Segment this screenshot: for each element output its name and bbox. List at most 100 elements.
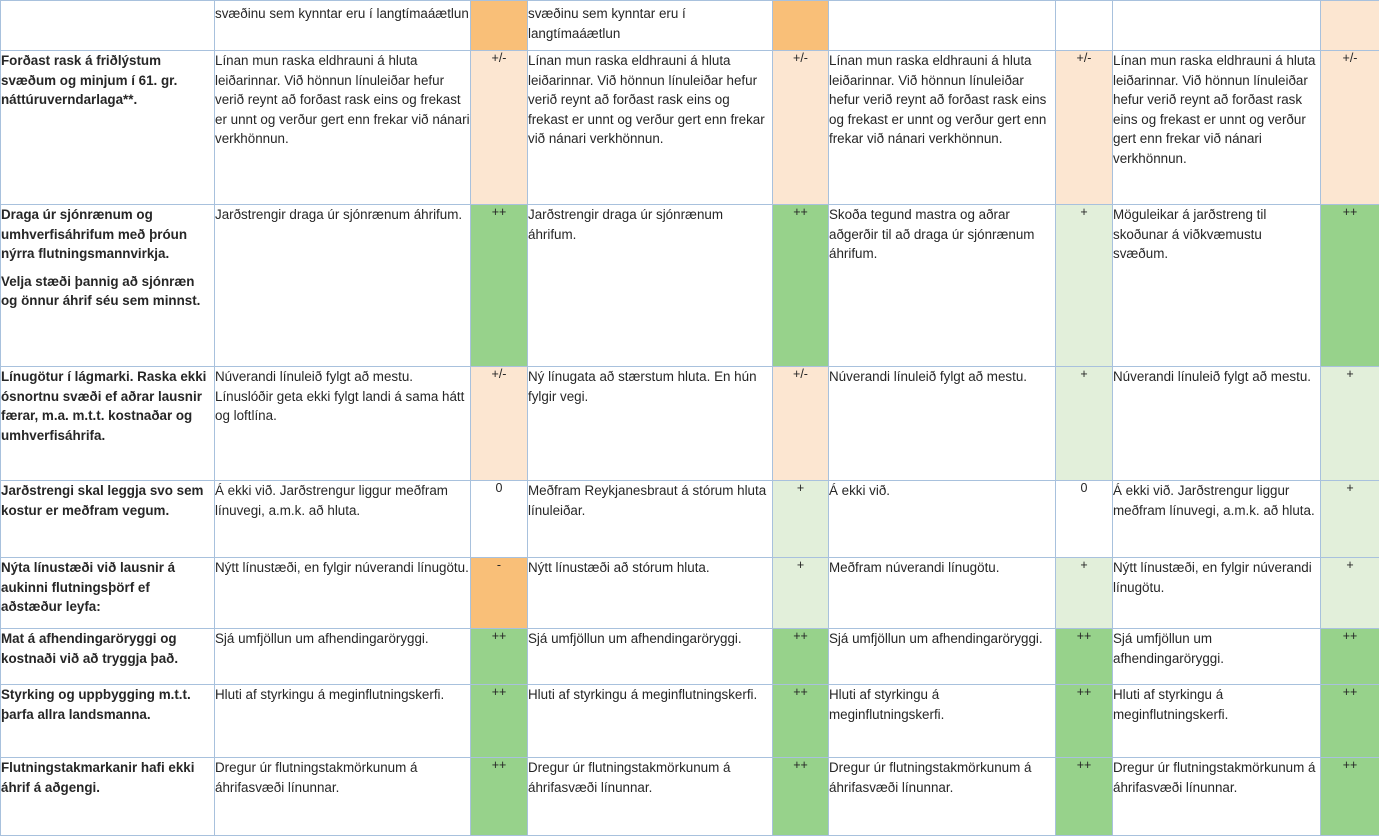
table-row: Línugötur í lágmarki. Raska ekki ósnortn… xyxy=(1,367,1379,481)
option-3-description: Á ekki við. xyxy=(829,481,1056,558)
option-3-description: Meðfram núverandi línugötu. xyxy=(829,558,1056,629)
option-2-description: Ný línugata að stærstum hluta. En hún fy… xyxy=(528,367,773,481)
option-4-score: ++ xyxy=(1321,758,1379,836)
option-2-description: Hluti af styrkingu á meginflutningskerfi… xyxy=(528,685,773,758)
score-label: +/- xyxy=(1056,51,1112,66)
option-3-score: 0 xyxy=(1056,481,1113,558)
option-3-score: ++ xyxy=(1056,758,1113,836)
option-1-description: Hluti af styrkingu á meginflutningskerfi… xyxy=(215,685,471,758)
option-2-score: + xyxy=(773,558,829,629)
table-row: Nýta línustæði við lausnir á aukinni flu… xyxy=(1,558,1379,629)
option-1-score: +/- xyxy=(471,51,528,205)
option-3-score: + xyxy=(1056,205,1113,367)
score-label: ++ xyxy=(773,629,828,644)
score-label: ++ xyxy=(1321,685,1379,700)
option-2-score: +/- xyxy=(773,367,829,481)
option-2-score: + xyxy=(773,481,829,558)
score-label: ++ xyxy=(471,758,527,773)
criterion-text: Forðast rask á friðlýstum svæðum og minj… xyxy=(1,51,214,110)
option-4-description: Sjá umfjöllun um afhendingaröryggi. xyxy=(1113,629,1321,685)
option-3-description: Dregur úr flutningstakmörkunum á áhrifas… xyxy=(829,758,1056,836)
option-3-score: ++ xyxy=(1056,629,1113,685)
option-1-score: - xyxy=(471,558,528,629)
score-label: +/- xyxy=(773,367,828,382)
score-label: ++ xyxy=(773,685,828,700)
score-label: ++ xyxy=(1056,629,1112,644)
option-2-description: Meðfram Reykjanesbraut á stórum hluta lí… xyxy=(528,481,773,558)
score-label: +/- xyxy=(1321,51,1379,66)
score-label: + xyxy=(1056,367,1112,382)
option-4-description: Á ekki við. Jarðstrengur liggur meðfram … xyxy=(1113,481,1321,558)
option-1-score: ++ xyxy=(471,758,528,836)
table-row: Draga úr sjónrænum og umhverfisáhrifum m… xyxy=(1,205,1379,367)
option-4-score: ++ xyxy=(1321,205,1379,367)
criterion-text: Mat á afhendingaröryggi og kostnaði við … xyxy=(1,629,214,668)
option-1-description: svæðinu sem kynntar eru í langtímaáætlun xyxy=(215,1,471,51)
option-2-score: ++ xyxy=(773,685,829,758)
option-1-description: Núverandi línuleið fylgt að mestu. Línus… xyxy=(215,367,471,481)
table-row: Flutningstakmarkanir hafi ekki áhrif á a… xyxy=(1,758,1379,836)
option-2-description: Sjá umfjöllun um afhendingaröryggi. xyxy=(528,629,773,685)
score-label: ++ xyxy=(1321,758,1379,773)
table-row: svæðinu sem kynntar eru í langtímaáætlun… xyxy=(1,1,1379,51)
score-label: ++ xyxy=(773,205,828,220)
option-4-description xyxy=(1113,1,1321,51)
score-label: +/- xyxy=(471,51,527,66)
table-row: Jarðstrengi skal leggja svo sem kostur e… xyxy=(1,481,1379,558)
option-2-score: ++ xyxy=(773,758,829,836)
criterion-cell xyxy=(1,1,215,51)
option-1-description: Línan mun raska eldhrauni á hluta leiðar… xyxy=(215,51,471,205)
score-label: ++ xyxy=(471,205,527,220)
criterion-cell: Jarðstrengi skal leggja svo sem kostur e… xyxy=(1,481,215,558)
option-3-description: Skoða tegund mastra og aðrar aðgerðir ti… xyxy=(829,205,1056,367)
option-4-description: Nýtt línustæði, en fylgir núverandi línu… xyxy=(1113,558,1321,629)
criterion-cell: Línugötur í lágmarki. Raska ekki ósnortn… xyxy=(1,367,215,481)
criterion-text: Nýta línustæði við lausnir á aukinni flu… xyxy=(1,558,214,617)
option-1-description: Jarðstrengir draga úr sjónrænum áhrifum. xyxy=(215,205,471,367)
criterion-text: Línugötur í lágmarki. Raska ekki ósnortn… xyxy=(1,367,214,445)
option-2-score: +/- xyxy=(773,51,829,205)
score-label: + xyxy=(1056,558,1112,573)
option-2-description: Jarðstrengir draga úr sjónrænum áhrifum. xyxy=(528,205,773,367)
score-label: ++ xyxy=(1321,629,1379,644)
score-label: ++ xyxy=(1056,758,1112,773)
option-4-score xyxy=(1321,1,1379,51)
option-2-description: svæðinu sem kynntar eru í langtímaáætlun xyxy=(528,1,773,51)
option-4-score: + xyxy=(1321,481,1379,558)
option-2-description: Dregur úr flutningstakmörkunum á áhrifas… xyxy=(528,758,773,836)
option-2-score: ++ xyxy=(773,629,829,685)
criterion-cell: Mat á afhendingaröryggi og kostnaði við … xyxy=(1,629,215,685)
option-1-score: ++ xyxy=(471,629,528,685)
option-1-description: Dregur úr flutningstakmörkunum á áhrifas… xyxy=(215,758,471,836)
option-4-score: ++ xyxy=(1321,685,1379,758)
option-1-score: ++ xyxy=(471,205,528,367)
criterion-cell: Forðast rask á friðlýstum svæðum og minj… xyxy=(1,51,215,205)
option-4-description: Línan mun raska eldhrauni á hluta leiðar… xyxy=(1113,51,1321,205)
option-3-description: Línan mun raska eldhrauni á hluta leiðar… xyxy=(829,51,1056,205)
score-label: ++ xyxy=(1056,685,1112,700)
option-4-description: Möguleikar á jarðstreng til skoðunar á v… xyxy=(1113,205,1321,367)
score-label: ++ xyxy=(1321,205,1379,220)
option-1-description: Sjá umfjöllun um afhendingaröryggi. xyxy=(215,629,471,685)
score-label: ++ xyxy=(471,685,527,700)
table-row: Mat á afhendingaröryggi og kostnaði við … xyxy=(1,629,1379,685)
option-4-score: + xyxy=(1321,558,1379,629)
criterion-text: Velja stæði þannig að sjónræn og önnur á… xyxy=(1,272,214,311)
score-label: ++ xyxy=(471,629,527,644)
option-1-description: Á ekki við. Jarðstrengur liggur meðfram … xyxy=(215,481,471,558)
criterion-cell: Flutningstakmarkanir hafi ekki áhrif á a… xyxy=(1,758,215,836)
score-label: 0 xyxy=(1056,481,1112,496)
option-4-description: Núverandi línuleið fylgt að mestu. xyxy=(1113,367,1321,481)
option-4-description: Hluti af styrkingu á meginflutningskerfi… xyxy=(1113,685,1321,758)
option-4-score: +/- xyxy=(1321,51,1379,205)
option-3-score: ++ xyxy=(1056,685,1113,758)
score-label: + xyxy=(1321,481,1379,496)
score-label: +/- xyxy=(471,367,527,382)
table-row: Styrking og uppbygging m.t.t. þarfa allr… xyxy=(1,685,1379,758)
option-2-description: Línan mun raska eldhrauni á hluta leiðar… xyxy=(528,51,773,205)
option-1-score: 0 xyxy=(471,481,528,558)
option-3-description xyxy=(829,1,1056,51)
criterion-text: Styrking og uppbygging m.t.t. þarfa allr… xyxy=(1,685,214,724)
score-label: + xyxy=(773,558,828,573)
